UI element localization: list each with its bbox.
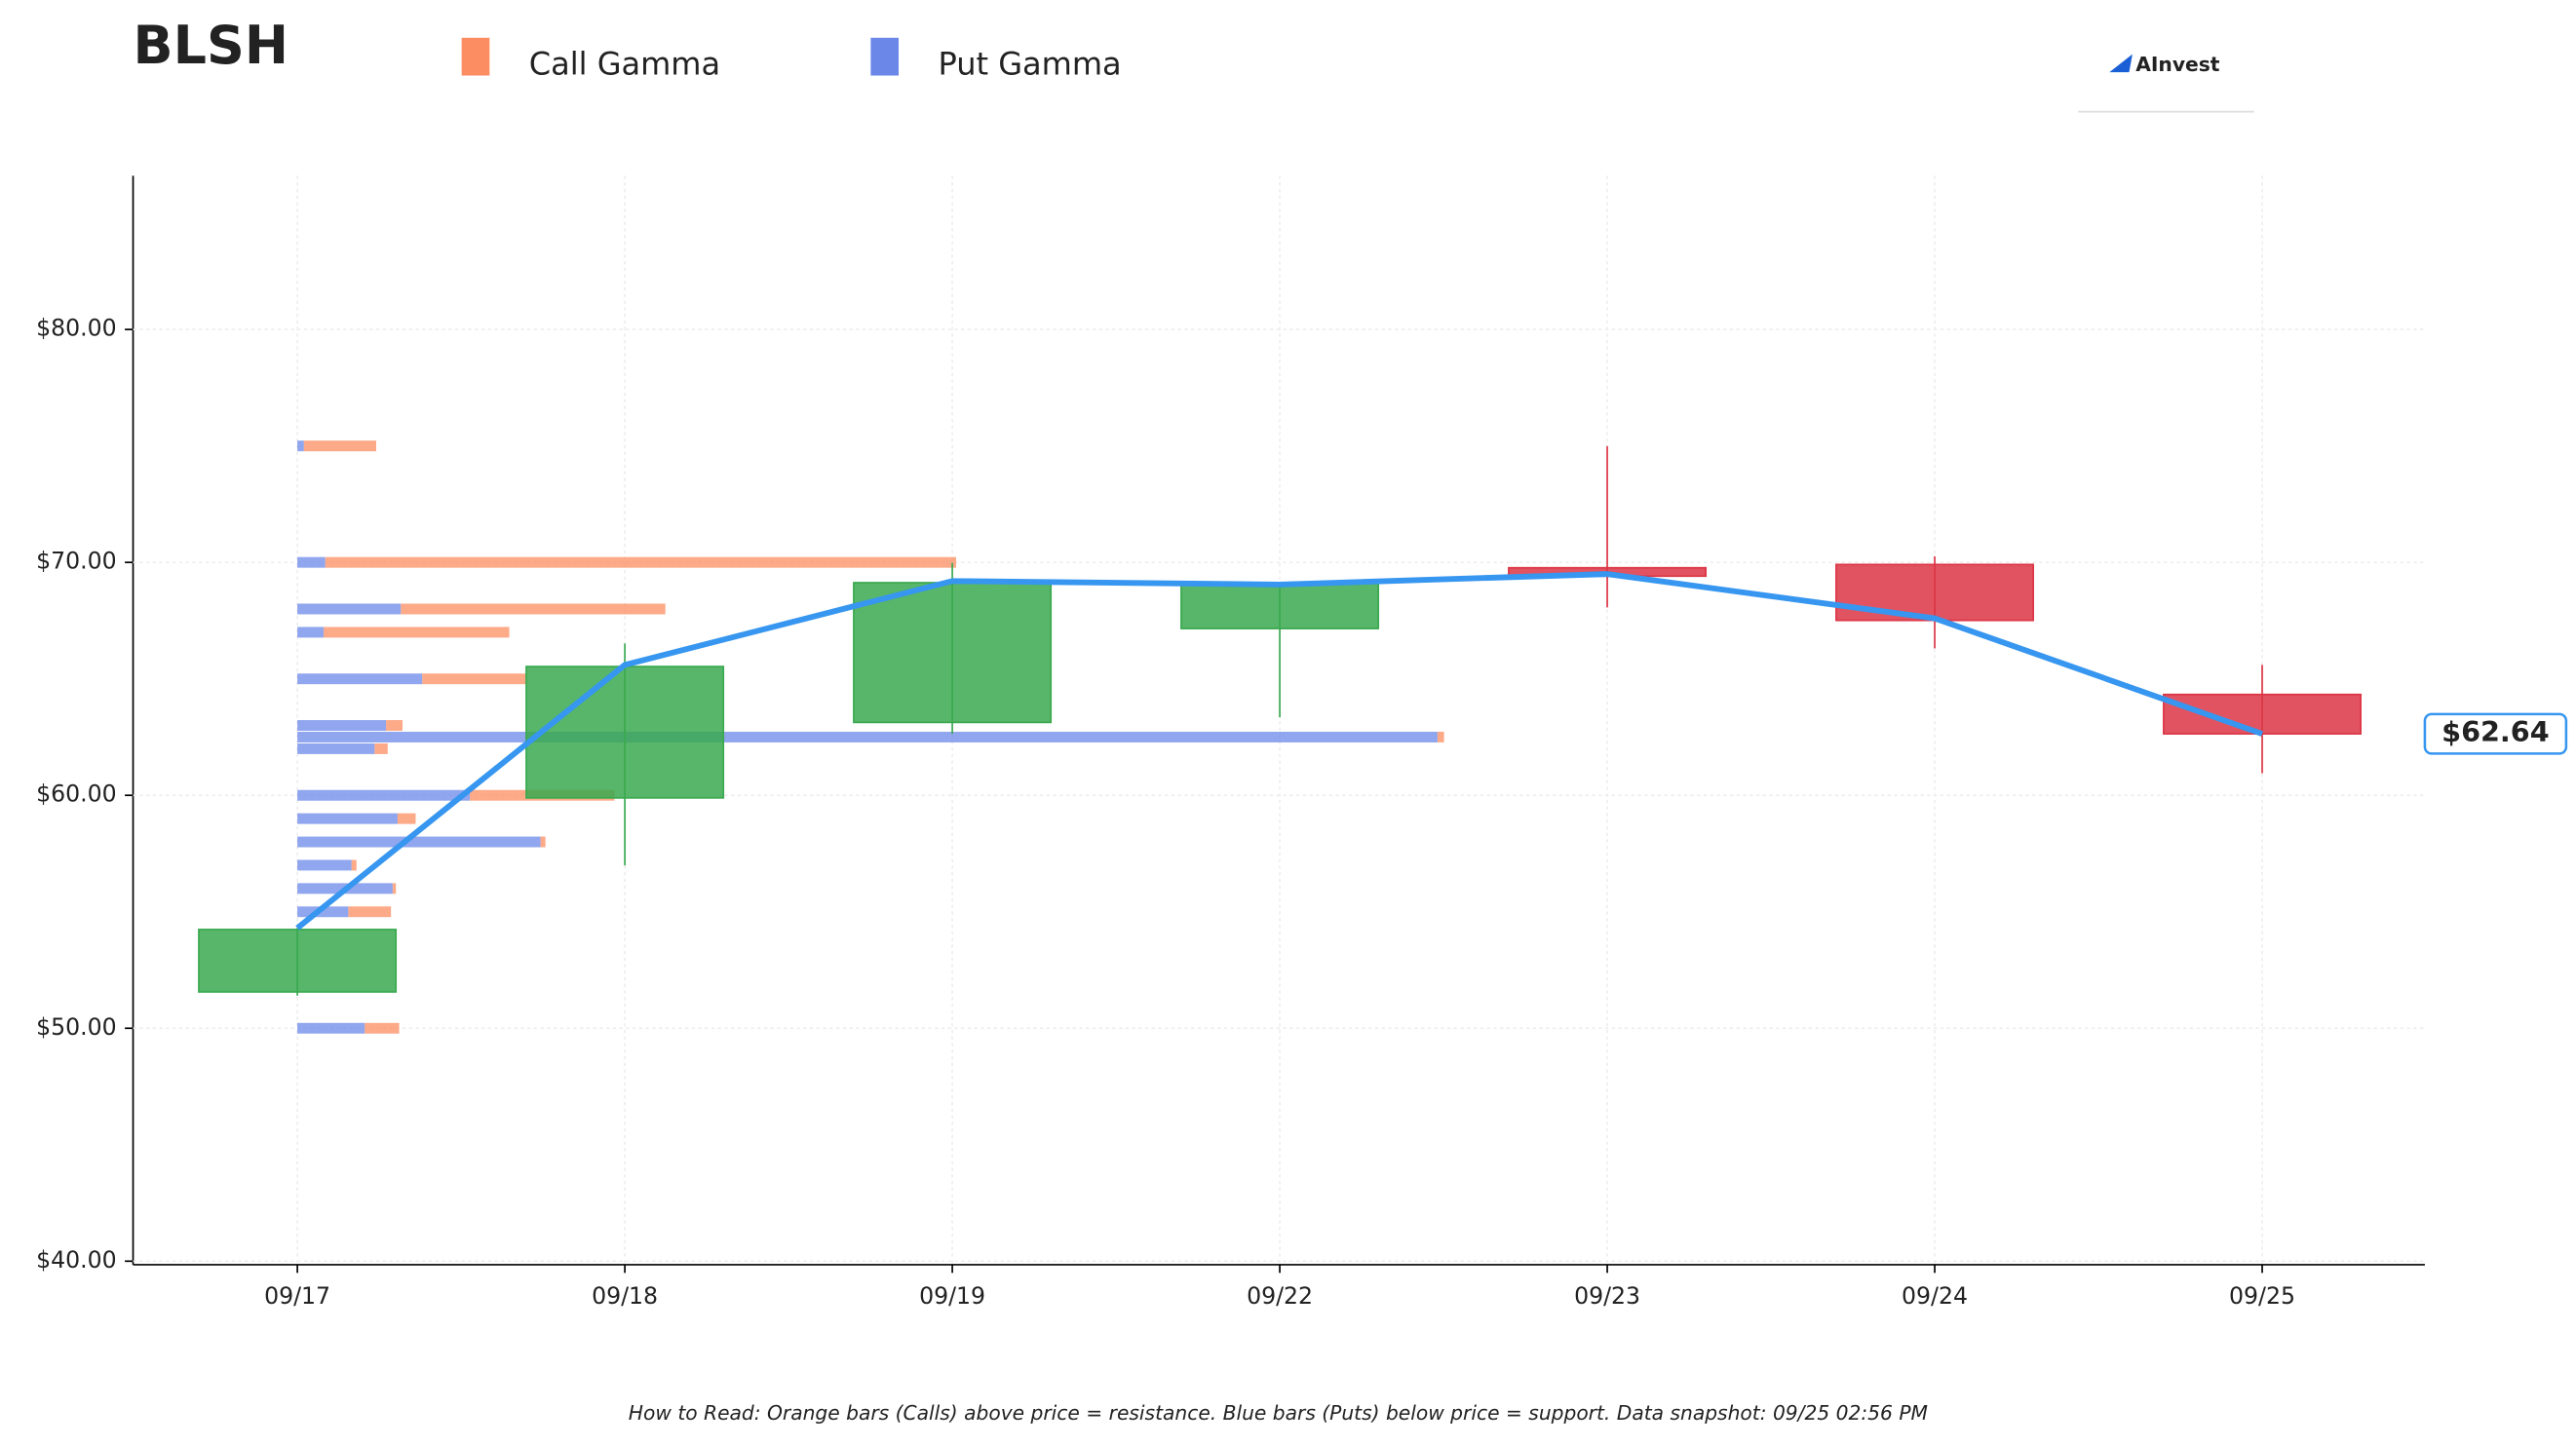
footnote: How to Read: Orange bars (Calls) above p… (629, 1401, 1928, 1425)
put-gamma-bar (297, 859, 352, 871)
candle-body (1835, 563, 2035, 622)
x-tick-label: 09/18 (592, 1282, 658, 1310)
candle-body (198, 929, 398, 993)
legend-label: Put Gamma (938, 45, 1121, 82)
call-gamma-bar (540, 836, 546, 848)
call-gamma-bar (386, 720, 403, 731)
legend-swatch (461, 37, 490, 76)
call-gamma-bar (351, 859, 357, 871)
price-line (295, 571, 2264, 931)
candle-body (2163, 693, 2362, 735)
put-gamma-bar (297, 627, 325, 638)
candle-body (1180, 582, 1380, 629)
y-tick-label: $50.00 (36, 1013, 117, 1041)
call-gamma-bar (365, 1022, 400, 1034)
y-tick-label: $70.00 (36, 548, 117, 575)
put-gamma-bar (297, 673, 423, 685)
x-tick-label: 09/22 (1247, 1282, 1313, 1310)
put-gamma-bar (297, 1022, 365, 1034)
candle-body (853, 582, 1053, 724)
put-gamma-bar (297, 603, 402, 615)
put-gamma-bar (297, 720, 387, 731)
put-gamma-bar (297, 556, 326, 568)
legend-label: Call Gamma (529, 45, 720, 82)
x-tick-label: 09/24 (1902, 1282, 1968, 1310)
put-gamma-bar (297, 440, 304, 452)
call-gamma-bar (1437, 731, 1444, 742)
put-gamma-bar (297, 789, 471, 801)
legend-swatch (870, 37, 900, 76)
call-gamma-bar (325, 556, 957, 568)
x-tick-label: 09/23 (1574, 1282, 1640, 1310)
call-gamma-bar (392, 883, 397, 894)
y-tick-label: $80.00 (36, 315, 117, 342)
y-tick-label: $60.00 (36, 780, 117, 808)
last-price-label: $62.64 (2441, 715, 2550, 748)
chart-title: BLSH (134, 15, 288, 76)
call-gamma-bar (374, 742, 388, 754)
call-gamma-bar (303, 440, 376, 452)
candle-body (525, 666, 725, 799)
x-tick-label: 09/25 (2229, 1282, 2295, 1310)
call-gamma-bar (397, 813, 416, 824)
brand-icon (2109, 54, 2133, 73)
x-tick-label: 09/17 (264, 1282, 330, 1310)
brand-logo: AInvest (2135, 53, 2219, 76)
put-gamma-bar (297, 731, 1438, 742)
y-tick-label: $40.00 (36, 1246, 117, 1274)
x-tick-label: 09/19 (919, 1282, 985, 1310)
call-gamma-bar (348, 906, 392, 918)
call-gamma-bar (324, 627, 510, 638)
call-gamma-bar (422, 673, 526, 685)
put-gamma-bar (297, 742, 375, 754)
put-gamma-bar (297, 906, 349, 918)
put-gamma-bar (297, 836, 541, 848)
put-gamma-bar (297, 813, 398, 824)
call-gamma-bar (401, 603, 666, 615)
last-price-box (2423, 712, 2568, 755)
